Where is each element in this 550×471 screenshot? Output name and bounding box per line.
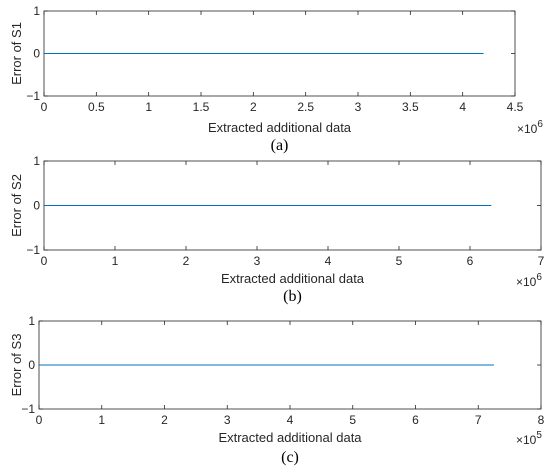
x-axis-multiplier-exponent: 6: [536, 272, 542, 283]
x-tick-label: 1: [145, 100, 152, 114]
x-tick-label: 4: [325, 254, 332, 268]
x-tick-label: 3: [254, 254, 261, 268]
x-tick-label: 0: [41, 100, 48, 114]
x-tick-label: 6: [412, 413, 419, 427]
x-axis-label: Extracted additional data: [218, 430, 362, 445]
y-tick-label: 1: [33, 154, 40, 168]
x-axis-multiplier-exponent: 6: [537, 119, 543, 130]
x-tick-label: 2: [161, 413, 168, 427]
x-axis-label: Extracted additional data: [221, 271, 365, 286]
y-tick-label: 0: [33, 199, 40, 213]
x-axis-label: Extracted additional data: [208, 120, 352, 135]
x-tick-label: 3: [224, 413, 231, 427]
x-tick-label: 3: [355, 100, 362, 114]
x-tick-label: 5: [396, 254, 403, 268]
x-tick-label: 5: [349, 413, 356, 427]
subplot-caption: (c): [281, 449, 299, 466]
x-tick-label: 0: [41, 254, 48, 268]
y-tick-label: −1: [26, 243, 40, 257]
x-tick-label: 2.5: [297, 100, 314, 114]
x-axis-multiplier: ×105: [516, 430, 542, 447]
x-axis-multiplier-base: ×10: [516, 275, 537, 289]
y-axis-label: Error of S2: [9, 174, 24, 237]
x-tick-label: 4.5: [507, 100, 524, 114]
x-axis-multiplier: ×106: [517, 119, 543, 136]
x-tick-label: 4: [287, 413, 294, 427]
x-tick-label: 7: [538, 254, 545, 268]
x-axis-multiplier-base: ×10: [517, 122, 538, 136]
y-axis-label: Error of S1: [9, 22, 24, 85]
x-tick-label: 1: [112, 254, 119, 268]
subplot-caption: (a): [271, 137, 289, 154]
y-axis-label: Error of S3: [9, 334, 24, 397]
x-tick-label: 1.5: [193, 100, 210, 114]
x-axis-multiplier-exponent: 5: [536, 430, 542, 441]
y-tick-label: −1: [26, 89, 40, 103]
x-axis-multiplier-base: ×10: [516, 433, 537, 447]
x-tick-label: 7: [475, 413, 482, 427]
x-tick-label: 8: [538, 413, 545, 427]
x-tick-label: 0.5: [88, 100, 105, 114]
y-tick-label: 0: [28, 358, 35, 372]
x-tick-label: 3.5: [402, 100, 419, 114]
x-tick-label: 4: [459, 100, 466, 114]
x-tick-label: 2: [250, 100, 257, 114]
x-tick-label: 1: [98, 413, 105, 427]
subplot-caption: (b): [283, 288, 302, 305]
x-tick-label: 0: [36, 413, 43, 427]
y-tick-label: −1: [21, 402, 35, 416]
y-tick-label: 1: [28, 314, 35, 328]
x-axis-multiplier: ×106: [516, 272, 542, 289]
y-tick-label: 1: [33, 4, 40, 18]
y-tick-label: 0: [33, 47, 40, 61]
x-tick-label: 2: [183, 254, 190, 268]
x-tick-label: 6: [467, 254, 474, 268]
